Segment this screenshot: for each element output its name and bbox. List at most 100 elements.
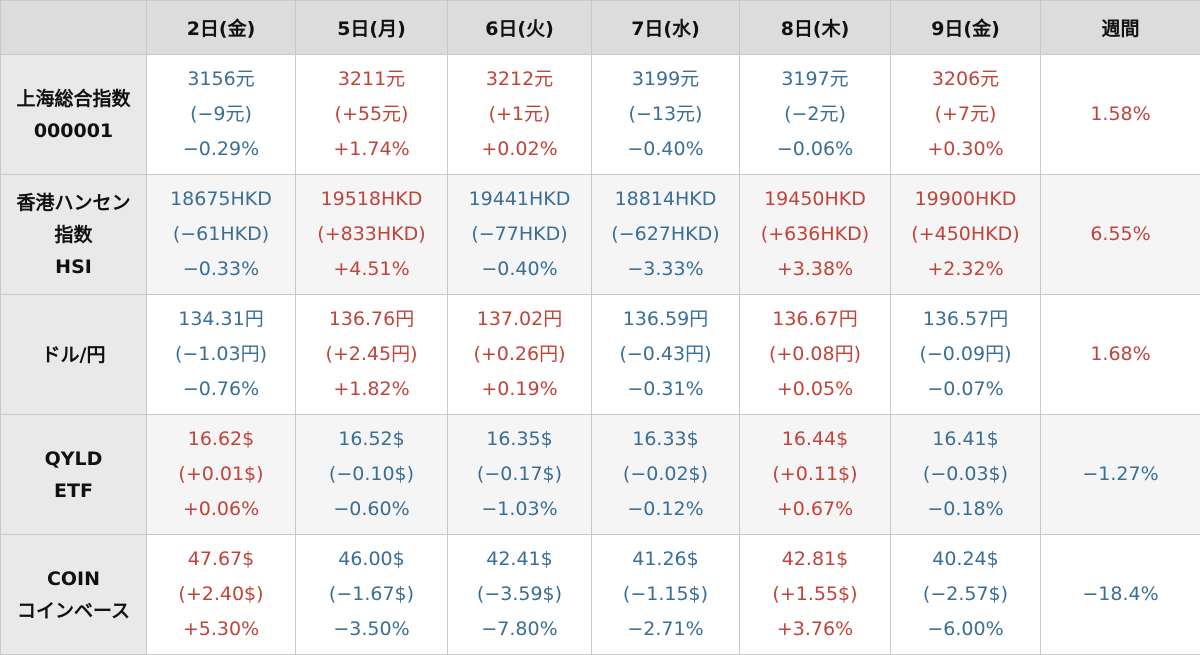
percent-change: −0.40% [448, 252, 591, 287]
price-change: (−0.09円) [891, 337, 1040, 372]
price-change: (+55元) [296, 97, 447, 132]
weekly-change-value: 6.55% [1041, 217, 1200, 252]
price-cell: 16.41$(−0.03$)−0.18% [891, 415, 1041, 535]
price-change: (+0.01$) [147, 457, 295, 492]
price-change: (−0.02$) [592, 457, 739, 492]
percent-change: +5.30% [147, 612, 295, 647]
percent-change: −0.12% [592, 492, 739, 527]
price-change: (−61HKD) [147, 217, 295, 252]
price-value: 3199元 [592, 62, 739, 97]
price-change: (−2元) [740, 97, 890, 132]
price-value: 19441HKD [448, 182, 591, 217]
price-cell: 19441HKD(−77HKD)−0.40% [448, 175, 592, 295]
percent-change: −0.07% [891, 372, 1040, 407]
header-row: 2日(金) 5日(月) 6日(火) 7日(水) 8日(木) 9日(金) 週間 [1, 1, 1200, 55]
percent-change: +3.76% [740, 612, 890, 647]
percent-change: −1.03% [448, 492, 591, 527]
price-change: (−13元) [592, 97, 739, 132]
price-cell: 19518HKD(+833HKD)+4.51% [296, 175, 448, 295]
price-value: 42.81$ [740, 542, 890, 577]
price-value: 47.67$ [147, 542, 295, 577]
row-label-line: コインベース [1, 595, 146, 627]
percent-change: −0.60% [296, 492, 447, 527]
price-cell: 18675HKD(−61HKD)−0.33% [147, 175, 296, 295]
price-change: (−0.10$) [296, 457, 447, 492]
weekly-change-value: −1.27% [1041, 457, 1200, 492]
percent-change: +4.51% [296, 252, 447, 287]
row-label-line: HSI [1, 251, 146, 283]
price-cell: 19450HKD(+636HKD)+3.38% [740, 175, 891, 295]
percent-change: +0.06% [147, 492, 295, 527]
price-change: (+2.45円) [296, 337, 447, 372]
price-cell: 3211元(+55元)+1.74% [296, 55, 448, 175]
row-label-line: COIN [1, 563, 146, 595]
price-change: (−3.59$) [448, 577, 591, 612]
percent-change: −7.80% [448, 612, 591, 647]
price-cell: 40.24$(−2.57$)−6.00% [891, 535, 1041, 655]
price-value: 16.62$ [147, 422, 295, 457]
row-label-line: ドル/円 [1, 339, 146, 371]
price-cell: 136.67円(+0.08円)+0.05% [740, 295, 891, 415]
price-cell: 16.52$(−0.10$)−0.60% [296, 415, 448, 535]
price-value: 18675HKD [147, 182, 295, 217]
weekly-change: 1.68% [1041, 295, 1200, 415]
price-change: (−1.67$) [296, 577, 447, 612]
price-value: 16.52$ [296, 422, 447, 457]
price-change: (−0.03$) [891, 457, 1040, 492]
price-value: 16.33$ [592, 422, 739, 457]
percent-change: +0.67% [740, 492, 890, 527]
price-change: (−627HKD) [592, 217, 739, 252]
price-change: (+1.55$) [740, 577, 890, 612]
percent-change: −0.31% [592, 372, 739, 407]
price-change: (−77HKD) [448, 217, 591, 252]
price-value: 134.31円 [147, 302, 295, 337]
price-cell: 3212元(+1元)+0.02% [448, 55, 592, 175]
price-value: 19900HKD [891, 182, 1040, 217]
price-value: 19518HKD [296, 182, 447, 217]
price-value: 136.59円 [592, 302, 739, 337]
price-cell: 16.33$(−0.02$)−0.12% [592, 415, 740, 535]
price-change: (+0.08円) [740, 337, 890, 372]
price-cell: 16.44$(+0.11$)+0.67% [740, 415, 891, 535]
weekly-change-value: 1.68% [1041, 337, 1200, 372]
header-day: 7日(水) [592, 1, 740, 55]
header-day: 5日(月) [296, 1, 448, 55]
percent-change: −3.33% [592, 252, 739, 287]
percent-change: −0.33% [147, 252, 295, 287]
row-label: ドル/円 [1, 295, 147, 415]
price-cell: 3156元(−9元)−0.29% [147, 55, 296, 175]
price-cell: 42.81$(+1.55$)+3.76% [740, 535, 891, 655]
price-change: (−1.03円) [147, 337, 295, 372]
percent-change: −0.29% [147, 132, 295, 167]
percent-change: +0.30% [891, 132, 1040, 167]
price-value: 16.35$ [448, 422, 591, 457]
price-change: (−2.57$) [891, 577, 1040, 612]
row-label-line: ETF [1, 475, 146, 507]
row-label-line: 香港ハンセン [1, 187, 146, 219]
price-cell: 41.26$(−1.15$)−2.71% [592, 535, 740, 655]
price-cell: 3197元(−2元)−0.06% [740, 55, 891, 175]
price-change: (+0.26円) [448, 337, 591, 372]
price-cell: 19900HKD(+450HKD)+2.32% [891, 175, 1041, 295]
price-change: (+7元) [891, 97, 1040, 132]
header-day: 2日(金) [147, 1, 296, 55]
price-change: (+1元) [448, 97, 591, 132]
price-value: 46.00$ [296, 542, 447, 577]
header-day: 9日(金) [891, 1, 1041, 55]
header-day: 8日(木) [740, 1, 891, 55]
price-value: 136.57円 [891, 302, 1040, 337]
price-cell: 3199元(−13元)−0.40% [592, 55, 740, 175]
price-cell: 3206元(+7元)+0.30% [891, 55, 1041, 175]
price-cell: 16.62$(+0.01$)+0.06% [147, 415, 296, 535]
price-value: 3197元 [740, 62, 890, 97]
price-cell: 137.02円(+0.26円)+0.19% [448, 295, 592, 415]
percent-change: −0.18% [891, 492, 1040, 527]
